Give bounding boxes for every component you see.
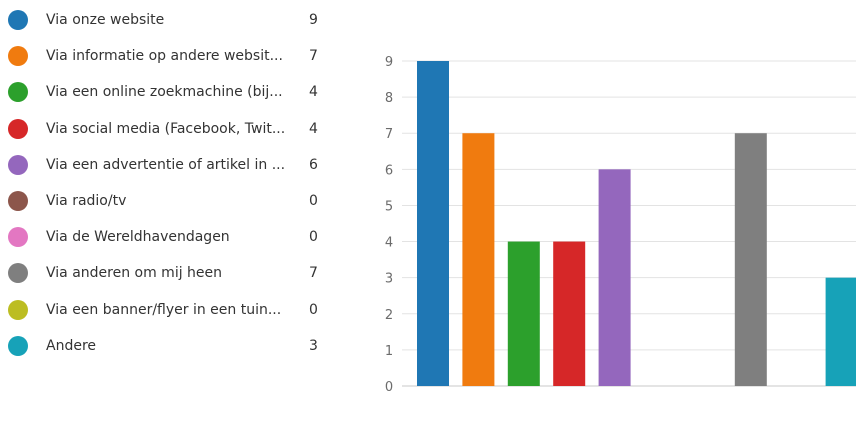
legend-label: Andere — [46, 337, 97, 354]
legend-item[interactable]: Via radio/tv 0 — [0, 185, 340, 215]
y-tick-label: 7 — [385, 127, 393, 142]
y-tick-label: 4 — [385, 236, 393, 251]
legend-swatch — [8, 299, 28, 320]
legend-swatch — [8, 46, 28, 67]
legend-count: 0 — [309, 229, 318, 246]
legend-swatch — [8, 10, 28, 30]
legend-swatch — [8, 227, 28, 248]
legend-count: 4 — [309, 120, 318, 137]
legend-label: Via radio/tv — [46, 193, 127, 209]
legend-swatch — [8, 263, 28, 284]
legend-item[interactable]: Via anderen om mij heen 7 — [0, 257, 340, 287]
legend-swatch — [8, 118, 28, 139]
legend-item[interactable]: Via social media (Facebook, Twit... 4 — [0, 113, 340, 143]
legend-item[interactable]: Via onze website 9 — [0, 4, 340, 34]
bar[interactable] — [825, 277, 856, 386]
y-axis: 0 1 2 3 4 5 6 7 8 9 — [385, 55, 393, 395]
legend-swatch — [8, 335, 28, 356]
legend-item[interactable]: Via informatie op andere websit... 7 — [0, 40, 340, 70]
bar[interactable] — [417, 61, 449, 386]
legend-item[interactable]: Andere 3 — [0, 330, 340, 360]
legend-label: Via social media (Facebook, Twit... — [46, 120, 286, 137]
legend-label: Via een advertentie of artikel in ... — [46, 156, 286, 173]
legend-count: 9 — [309, 12, 318, 28]
legend-label: Via anderen om mij heen — [46, 265, 223, 282]
legend-label: Via onze website — [46, 12, 165, 28]
legend-count: 3 — [309, 337, 318, 354]
y-tick-label: 0 — [385, 380, 393, 395]
bar[interactable] — [462, 133, 495, 386]
legend-swatch — [8, 82, 28, 103]
y-tick-label: 9 — [385, 55, 393, 70]
bar[interactable] — [598, 169, 631, 386]
bars — [417, 61, 856, 386]
legend-count: 7 — [309, 265, 318, 282]
legend-item[interactable]: Via de Wereldhavendagen 0 — [0, 221, 340, 251]
bar[interactable] — [507, 241, 540, 386]
bar[interactable] — [553, 241, 586, 386]
legend-swatch — [8, 191, 28, 211]
legend-label: Via informatie op andere websit... — [46, 48, 283, 65]
legend-label: Via een online zoekmachine (bij... — [46, 84, 283, 101]
legend-count: 0 — [309, 301, 318, 318]
legend-count: 0 — [309, 193, 318, 209]
bar[interactable] — [734, 133, 767, 386]
y-tick-label: 5 — [385, 199, 393, 214]
legend-count: 4 — [309, 84, 318, 101]
legend-item[interactable]: Via een online zoekmachine (bij... 4 — [0, 76, 340, 106]
legend-item[interactable]: Via een banner/flyer in een tuin... 0 — [0, 294, 340, 324]
legend-swatch — [8, 154, 28, 175]
legend-item[interactable]: Via een advertentie of artikel in ... 6 — [0, 149, 340, 179]
legend-label: Via een banner/flyer in een tuin... — [46, 301, 282, 318]
legend-count: 6 — [309, 156, 318, 173]
y-tick-label: 6 — [385, 163, 393, 178]
y-tick-label: 3 — [385, 272, 393, 287]
y-tick-label: 1 — [385, 344, 393, 359]
legend-count: 7 — [309, 48, 318, 65]
y-tick-label: 8 — [385, 91, 393, 106]
legend-label: Via de Wereldhavendagen — [46, 229, 230, 246]
y-tick-label: 2 — [385, 308, 393, 323]
